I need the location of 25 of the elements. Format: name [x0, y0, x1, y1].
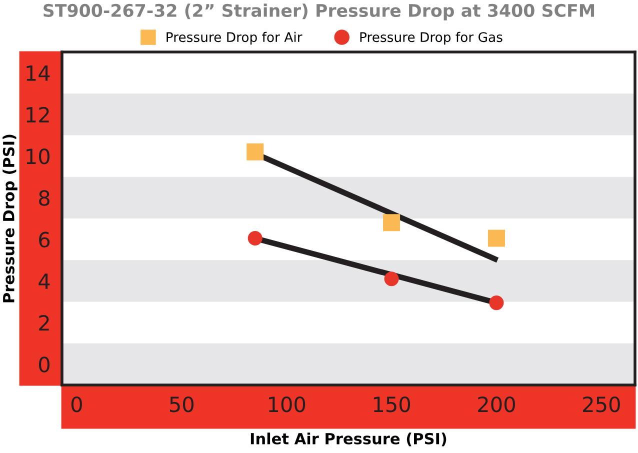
- y-tick-label: 12: [26, 106, 49, 122]
- point: [489, 296, 504, 310]
- y-tick-label: 8: [39, 190, 50, 206]
- y-axis-title: Pressure Drop (PSI): [2, 134, 18, 302]
- x-tick-label: 200: [478, 396, 515, 412]
- x-axis-title: Inlet Air Pressure (PSI): [250, 432, 446, 446]
- point: [383, 214, 400, 232]
- y-tick-label: 4: [38, 274, 50, 289]
- point: [384, 272, 399, 286]
- x-tick-label: 100: [268, 396, 306, 412]
- x-tick-label: 0: [71, 396, 82, 412]
- chart-title: ST900-267-32 (2” Strainer) Pressure Drop at 3400 SCFM: [44, 4, 594, 20]
- y-tick-label: 0: [39, 356, 50, 372]
- legend-label: Pressure Drop for Air: [166, 32, 302, 45]
- y-tick-label: 10: [26, 148, 50, 164]
- x-tick-label: 150: [374, 396, 410, 412]
- y-tick-label: 2: [39, 315, 49, 330]
- point: [488, 230, 505, 247]
- y-tick-label: 14: [26, 66, 50, 81]
- point: [248, 230, 262, 246]
- legend-label: Pressure Drop for Gas: [360, 32, 502, 45]
- y-tick-label: 6: [39, 232, 50, 248]
- point: [246, 143, 264, 160]
- x-tick-label: 250: [583, 396, 620, 412]
- x-tick-label: 50: [170, 396, 194, 412]
